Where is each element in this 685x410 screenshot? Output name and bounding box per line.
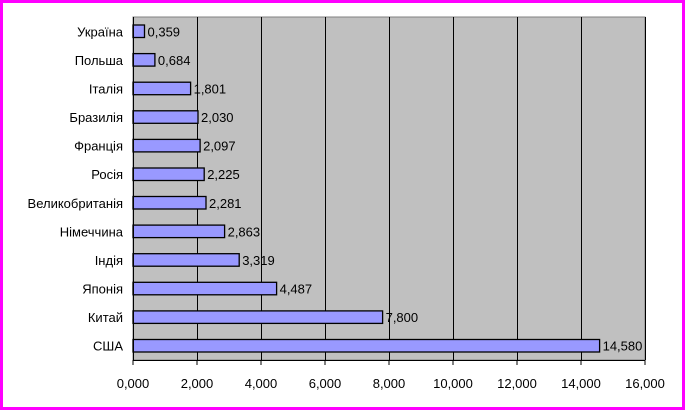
- bar: [132, 81, 192, 96]
- x-tick-label: 2,000: [181, 376, 214, 391]
- x-tick-label: 16,000: [625, 376, 665, 391]
- category-label: Індія: [95, 253, 123, 268]
- bar: [132, 138, 201, 153]
- x-tick-label: 14,000: [561, 376, 601, 391]
- x-tick-label: 0,000: [117, 376, 150, 391]
- x-tick-label: 8,000: [373, 376, 406, 391]
- category-label: Великобританія: [28, 196, 123, 211]
- bars: [132, 24, 601, 353]
- x-tick-label: 4,000: [245, 376, 278, 391]
- bar: [132, 52, 156, 67]
- data-label: 2,030: [201, 110, 234, 125]
- bar: [132, 281, 278, 296]
- x-tick-labels: 0,000 2,000 4,000 6,000 8,000 10,000 12,000 14,…: [117, 360, 665, 391]
- category-label: Італія: [89, 82, 123, 97]
- bar: [132, 110, 199, 124]
- category-label: Бразилія: [69, 110, 123, 125]
- data-label: 2,281: [209, 196, 242, 211]
- category-label: Польша: [75, 53, 124, 68]
- data-label: 7,800: [386, 310, 419, 325]
- bar: [132, 253, 240, 267]
- category-label: США: [93, 339, 123, 354]
- data-label: 3,319: [242, 253, 275, 268]
- data-label: 2,863: [228, 224, 261, 239]
- x-tick-label: 6,000: [309, 376, 342, 391]
- category-label: Німеччина: [60, 224, 124, 239]
- data-label: 2,097: [203, 139, 236, 154]
- category-label: Україна: [77, 24, 124, 39]
- category-label: Китай: [88, 310, 123, 325]
- bar: [132, 24, 146, 39]
- data-label: 14,580: [603, 339, 643, 354]
- data-label: 2,225: [207, 167, 240, 182]
- category-label: Японія: [82, 282, 123, 297]
- x-tick-label: 12,000: [497, 376, 537, 391]
- x-tick-label: 10,000: [433, 376, 473, 391]
- data-label: 0,684: [158, 53, 191, 68]
- data-label: 0,359: [148, 24, 181, 39]
- category-labels: Україна Польша Італія Бразилія Франція Росія В…: [28, 24, 124, 353]
- data-label: 4,487: [280, 282, 313, 297]
- bar: [132, 310, 384, 325]
- bar: [132, 224, 226, 239]
- bar: [132, 167, 205, 182]
- category-label: Франція: [74, 139, 123, 154]
- gridlines: [197, 17, 646, 360]
- bar: [132, 195, 207, 210]
- bar: [132, 338, 601, 353]
- data-label: 1,801: [194, 82, 227, 97]
- category-label: Росія: [91, 167, 123, 182]
